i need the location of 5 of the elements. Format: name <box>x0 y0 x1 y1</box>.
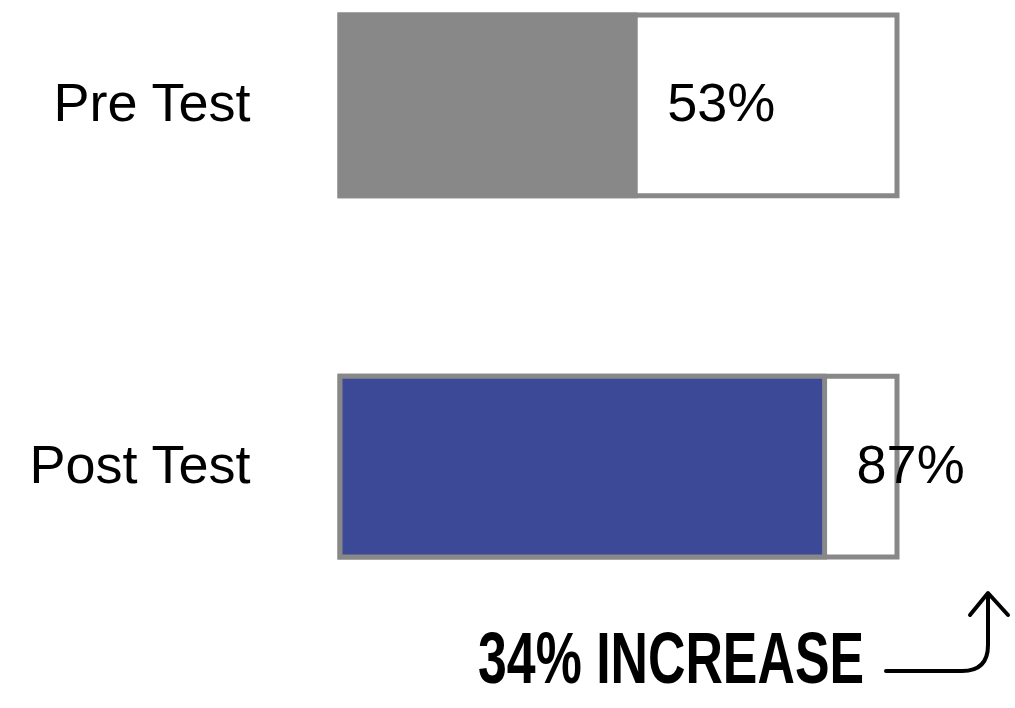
annotation: 34% INCREASE <box>478 618 865 698</box>
y-tick-label: Post Test <box>29 433 251 494</box>
data-label: 87% <box>856 433 965 494</box>
data-label: 53% <box>667 72 776 133</box>
y-tick-label: Pre Test <box>53 72 251 133</box>
